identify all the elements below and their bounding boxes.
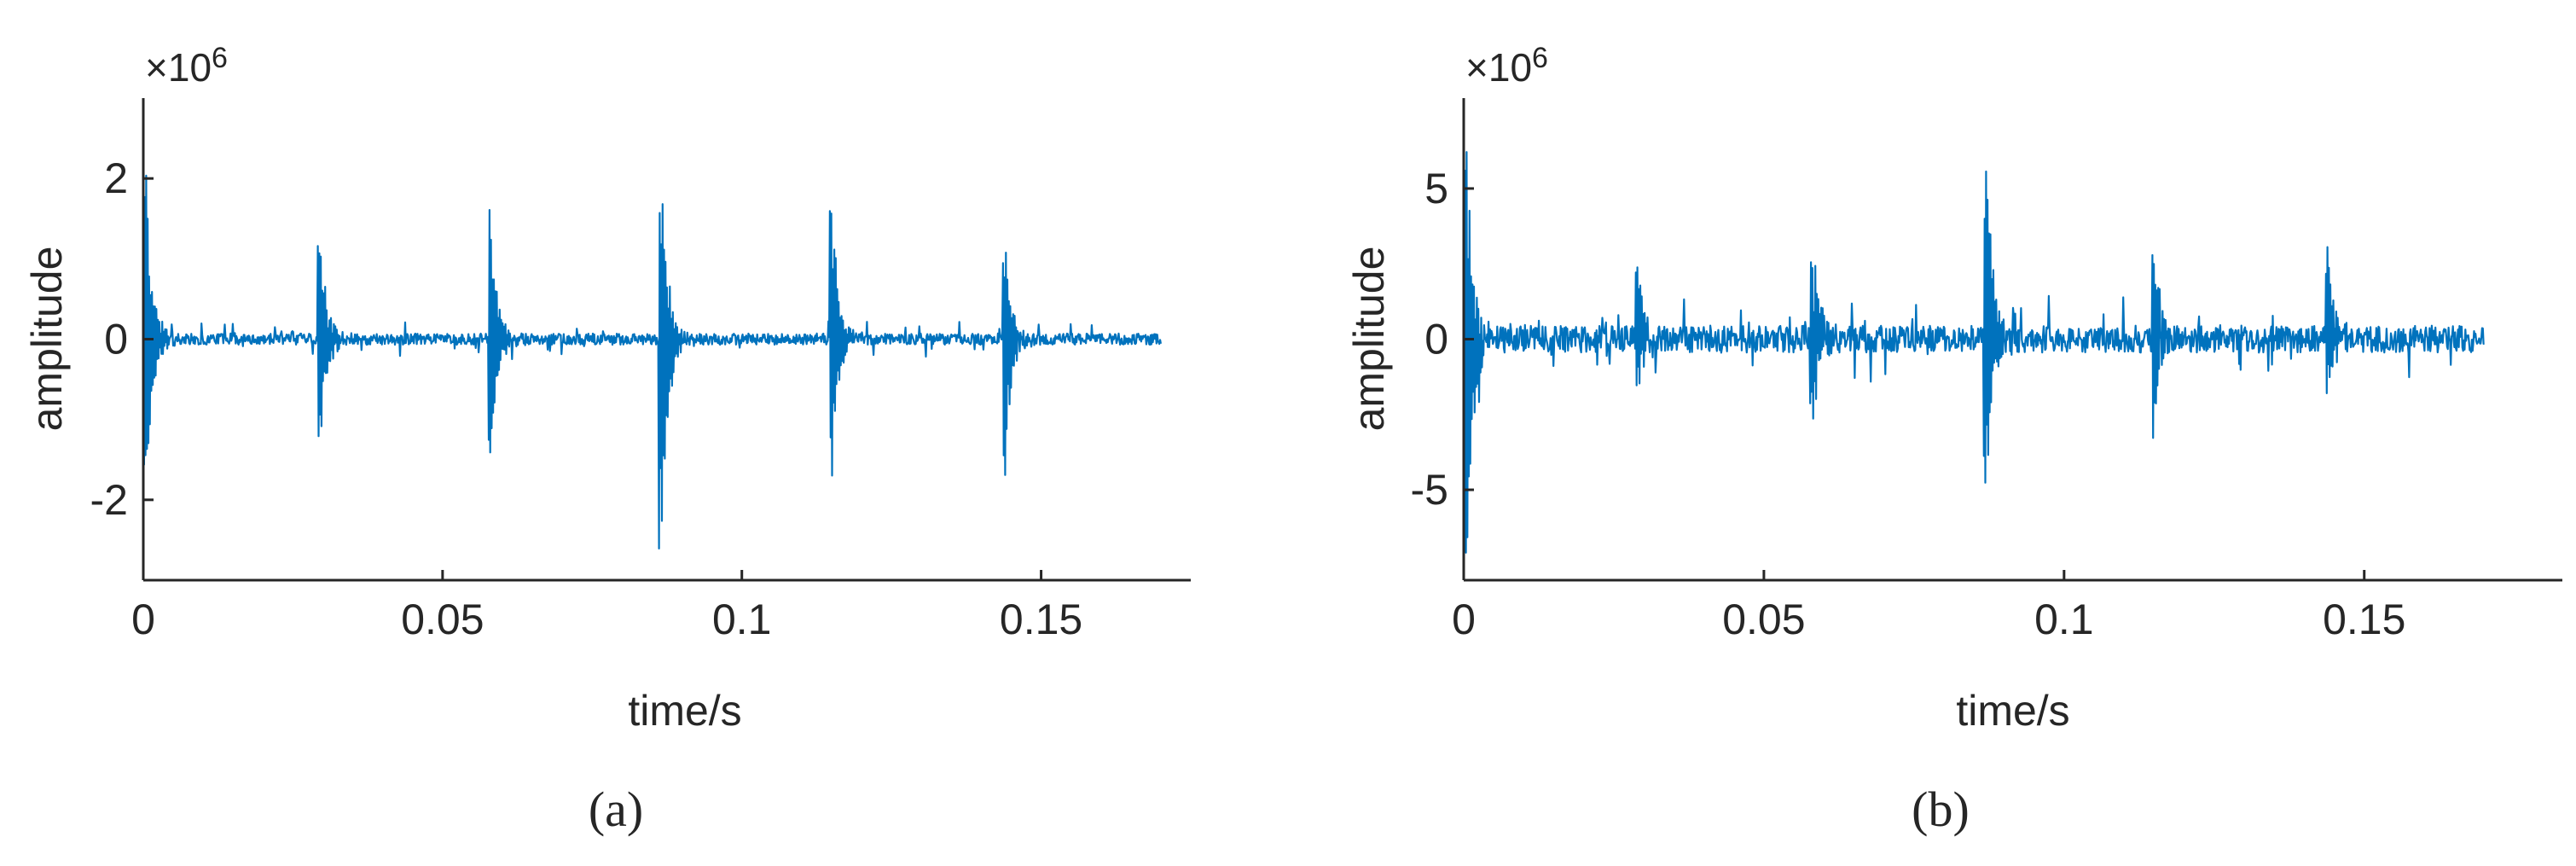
x-tick-label: 0.1 [2034, 596, 2094, 643]
panel-a: 0 0.05 0.1 0.15 -202 ×106 amplitude time/s … [23, 42, 1191, 837]
signal-trace-a [142, 174, 1162, 549]
x-ticks-a: 0 0.05 0.1 0.15 [131, 570, 1082, 643]
x-tick-label: 0.1 [712, 596, 772, 643]
signal-trace-b [1462, 151, 2485, 554]
x-tick-label: 0.15 [2323, 596, 2405, 643]
x-ticks-b: 0 0.05 0.1 0.15 [1452, 570, 2405, 643]
y-tick-label: 0 [1424, 316, 1448, 363]
panel-caption-b: (b) [1912, 782, 1970, 837]
x-tick-label: 0.15 [1000, 596, 1082, 643]
exponent-b: 6 [1532, 42, 1548, 74]
y-tick-label: 5 [1424, 165, 1448, 212]
y-tick-label: 2 [104, 154, 128, 202]
series-line-b [1462, 151, 2485, 554]
y-ticks-a: -2 0 2 [90, 154, 154, 524]
x-axis-label-b: time/s [1956, 687, 2069, 735]
multiplier-b: ×106 [1465, 42, 1548, 90]
y-axis-label-a: amplitude [23, 247, 71, 432]
y-tick-label: -5 [1411, 466, 1448, 514]
y-tick-label: -2 [90, 476, 128, 524]
series-line-a [142, 174, 1162, 549]
exponent-a: 6 [212, 42, 228, 74]
multiplier-a: ×106 [145, 42, 228, 90]
y-ticks-b: -5 0 5 [1411, 165, 1474, 514]
panel-caption-a: (a) [589, 782, 643, 837]
x-tick-label: 0.05 [401, 596, 484, 643]
x-axis-label-a: time/s [628, 687, 741, 735]
x-tick-label: 0 [131, 596, 155, 643]
x-tick-label: 0 [1452, 596, 1476, 643]
y-axis-label-b: amplitude [1345, 247, 1393, 432]
y-tick-label: 0 [104, 316, 128, 363]
x-tick-label: 0.05 [1722, 596, 1805, 643]
panel-b: 0 0.05 0.1 0.15 -505 ×106 amplitude time/s … [1345, 42, 2562, 837]
